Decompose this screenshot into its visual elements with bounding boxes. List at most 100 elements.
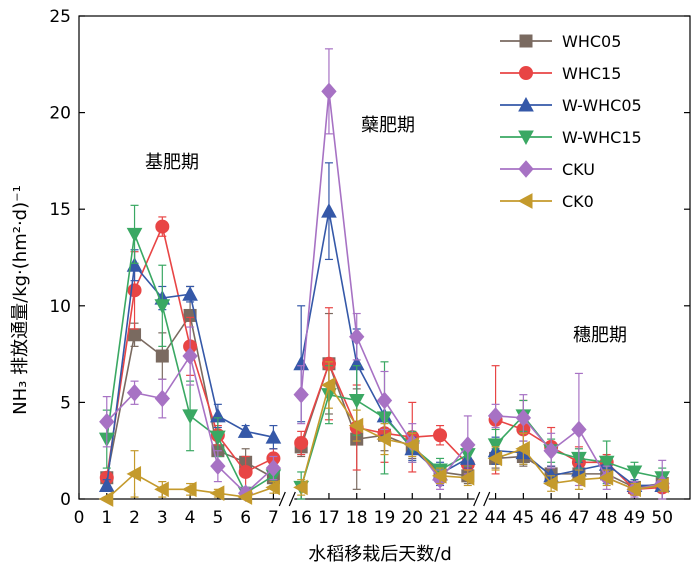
legend-item-ck0: CK0 [500,192,594,211]
data-point [404,437,419,453]
legend-label: CKU [562,160,595,179]
legend-item-cku: CKU [500,160,595,179]
annotation-basal-fertilizer-period: 基肥期 [145,152,199,173]
legend-marker [517,193,533,209]
data-point [265,459,282,477]
axis-break-slash [278,491,286,507]
data-point [99,412,115,431]
x-tick-label: 7 [268,508,279,528]
data-point [376,391,393,410]
data-point [433,428,448,443]
legend-label: WHC15 [562,64,621,83]
legend-item-whc15: WHC15 [500,64,621,83]
x-tick-label: 19 [374,508,396,528]
data-point [237,423,254,438]
data-point [321,203,337,218]
data-point [154,481,169,498]
data-point [209,485,225,502]
data-point [128,328,142,342]
x-tick-label: 50 [651,508,673,528]
legend-item-w-whc15: W-WHC15 [500,128,642,147]
y-tick-label: 15 [49,200,71,220]
y-axis-title: NH₃ 排放通量/kg·(hm²·d)⁻¹ [10,185,31,415]
x-tick-label: 21 [429,508,451,528]
data-point [210,430,226,446]
x-tick-label: 3 [157,508,168,528]
data-point [293,385,309,404]
axis-break-slash [473,491,481,507]
data-point [349,327,365,346]
data-point [154,299,171,314]
legend-marker [518,130,534,146]
data-point [155,349,169,363]
data-point [459,469,475,486]
legend-marker [518,96,534,112]
data-point [126,466,142,482]
x-tick-label: 44 [485,508,507,528]
data-point [210,457,226,475]
data-point [543,475,558,492]
x-tick-label: 5 [212,508,223,528]
legend-label: CK0 [562,192,594,211]
y-tick-label: 5 [60,393,71,413]
data-point [126,383,143,402]
series-layer [98,48,671,507]
data-point [431,467,447,484]
data-point [320,377,336,393]
data-point [238,464,253,479]
x-tick-label: 22 [457,508,479,528]
legend-marker [518,160,534,178]
data-point [321,82,337,101]
x-tick-label: 46 [540,508,562,528]
x-tick-label: 20 [401,508,423,528]
data-point [182,409,198,424]
legend-label: W-WHC15 [562,128,642,147]
x-tick-label: 16 [290,508,312,528]
data-point [294,435,309,450]
data-point [293,479,308,496]
data-point [376,431,391,447]
axis-break-slash [483,491,491,507]
data-point [98,477,115,492]
x-tick-label: 6 [240,508,251,528]
data-point [654,477,669,494]
legend-marker [519,66,533,80]
data-point [265,479,280,496]
y-tick-label: 25 [49,7,71,27]
data-point [487,438,504,453]
y-tick-label: 10 [49,297,71,317]
legend-label: W-WHC05 [562,96,642,115]
x-tick-label: 17 [318,508,340,528]
legend: WHC05 WHC15 W-WHC05 W-WHC15 CKU CK0 [500,32,642,211]
data-point [265,429,282,444]
legend-item-w-whc05: W-WHC05 [500,96,642,115]
data-point [182,347,198,365]
x-tick-label: 2 [129,508,140,528]
data-point [570,471,586,488]
data-point [348,393,365,409]
data-point [348,417,364,434]
data-point [515,409,532,427]
data-point [626,481,641,498]
data-point [98,491,114,507]
data-point [487,407,504,425]
data-point [487,450,503,467]
x-tick-label: 18 [346,508,368,528]
x-tick-label: 0 [74,508,85,528]
data-point [182,286,198,301]
y-tick-label: 20 [49,104,71,124]
axis-break [278,491,296,507]
legend-label: WHC05 [562,32,621,51]
axis-break-slash [288,491,296,507]
x-tick-label: 1 [101,508,112,528]
series-ck0 [98,361,669,507]
legend-marker [519,34,533,48]
data-point [237,489,253,505]
annotation-tillering-fertilizer-period: 蘖肥期 [361,115,415,136]
data-point [598,469,614,486]
x-axis-title: 水稻移栽后天数/d [308,544,452,565]
data-point [182,481,197,498]
